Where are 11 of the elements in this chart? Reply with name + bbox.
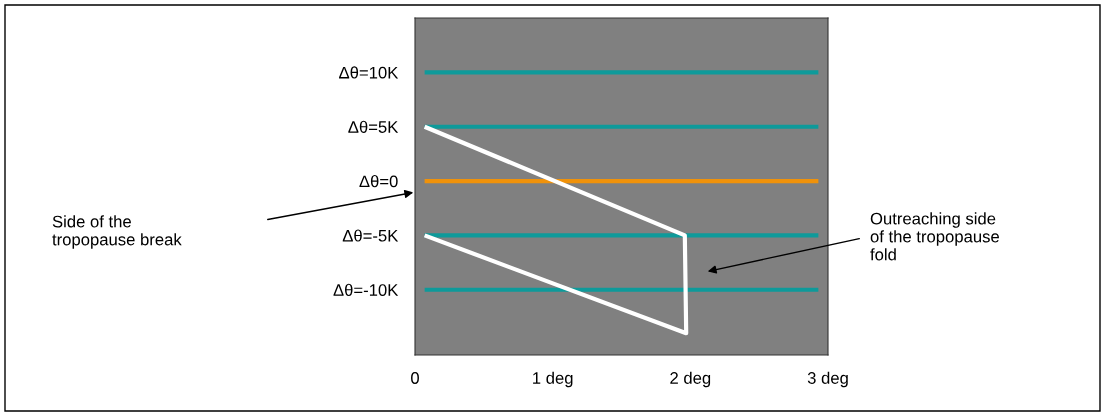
x-tick-label: 1 deg	[533, 371, 573, 388]
x-tick-label: 2 deg	[670, 371, 711, 388]
x-tick-label: 3 deg	[807, 371, 848, 388]
y-tick-label: Δθ=-10K	[333, 283, 399, 296]
y-tick-label: Δθ=0	[359, 175, 398, 188]
text: Side of the tropopause break	[52, 215, 182, 249]
y-tick-label: Δθ=-5K	[342, 229, 399, 242]
x-tick-label: 0	[411, 372, 419, 384]
y-tick-label: Δθ=10K	[339, 66, 399, 79]
text: Outreaching side of the tropopause fold	[870, 212, 999, 261]
y-tick-label: Δθ=5K	[348, 120, 399, 133]
